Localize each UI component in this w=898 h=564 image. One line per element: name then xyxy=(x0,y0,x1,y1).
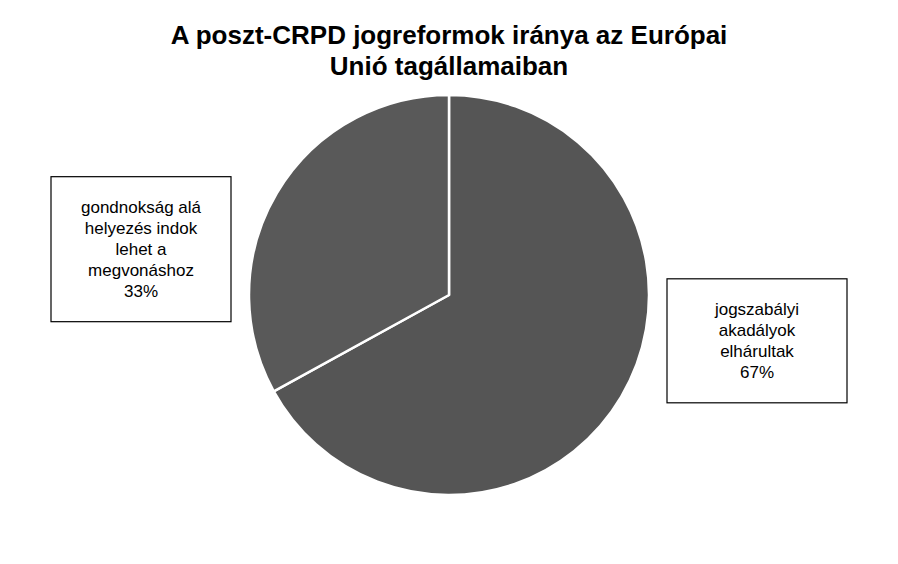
background xyxy=(0,0,898,564)
pie xyxy=(249,95,649,495)
slice-label: gondnokság aláhelyezés indoklehet amegvo… xyxy=(81,198,202,280)
label-box xyxy=(51,177,231,322)
pie-slice xyxy=(249,95,449,391)
chart: A poszt-CRPD jogreformok iránya az Európ… xyxy=(0,0,898,564)
slice-label: jogszabályiakadályokelhárultak xyxy=(714,300,799,361)
data-label: 67% xyxy=(740,363,774,382)
title: A poszt-CRPD jogreformok iránya az Európ… xyxy=(171,20,728,81)
labels: jogszabályiakadályokelhárultak 67% gondnok… xyxy=(51,177,847,403)
label-box xyxy=(667,279,847,403)
data-label: 33% xyxy=(124,282,158,301)
